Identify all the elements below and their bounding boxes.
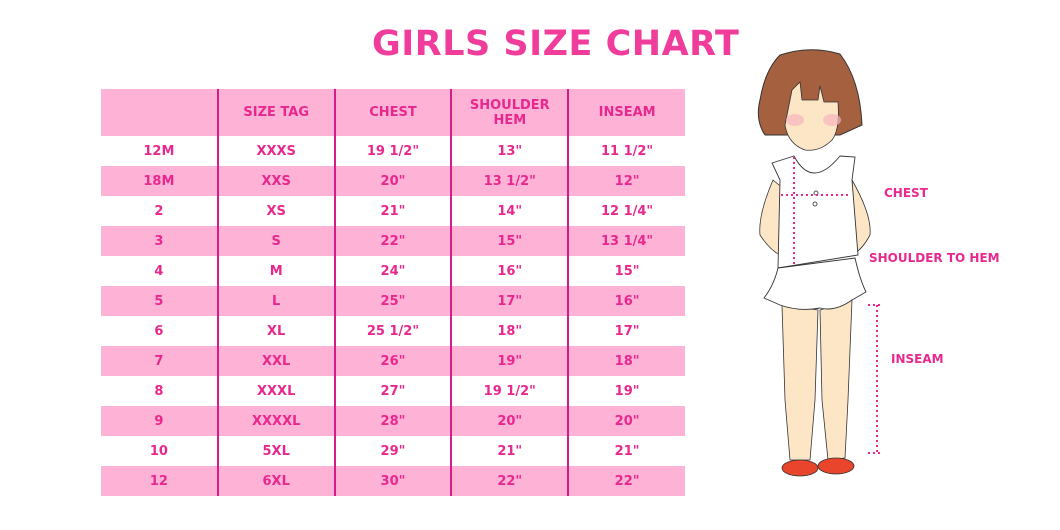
cell-inseam: 18" (567, 346, 685, 376)
shoulder-to-hem-label: SHOULDER TO HEM (869, 251, 1000, 265)
cell-chest: 22" (333, 226, 452, 256)
cell-chest: 20" (333, 166, 452, 196)
cell-shoulder-hem: 18" (450, 316, 569, 346)
cell-size: 12M (143, 143, 175, 159)
cell-size-tag: XXS (216, 166, 335, 196)
cell-size-tag: 6XL (216, 466, 335, 496)
cell-shoulder-hem: 16" (450, 256, 569, 286)
cell-size-tag: L (216, 286, 335, 316)
cell-size: 12 (101, 466, 218, 496)
chest-label: CHEST (884, 186, 928, 200)
table-row: 2 XS 21" 14" 12 1/4" (101, 196, 685, 226)
table-row: 3 S 22" 15" 13 1/4" (101, 226, 685, 256)
table-row: 8 XXXL 27" 19 1/2" 19" (101, 376, 685, 406)
cell-chest: 21" (333, 196, 452, 226)
cell-chest: 19 1/2" (333, 136, 452, 166)
cell-size-tag: S (216, 226, 335, 256)
table-row: 5 L 25" 17" 16" (101, 286, 685, 316)
cell-chest: 28" (333, 406, 452, 436)
cell-inseam: 22" (567, 466, 685, 496)
cell-size: 7 (101, 346, 218, 376)
cell-shoulder-hem: 20" (450, 406, 569, 436)
cell-inseam: 19" (567, 376, 685, 406)
cell-inseam: 11 1/2" (567, 136, 685, 166)
cell-size: 3 (101, 226, 218, 256)
cell-size-tag: XXXXL (216, 406, 335, 436)
cell-shoulder-hem: 17" (450, 286, 569, 316)
cell-shoulder-hem: 19 1/2" (450, 376, 569, 406)
cell-shoulder-hem: 19" (450, 346, 569, 376)
cell-size-tag: 5XL (216, 436, 335, 466)
table-row: 18M XXS 20" 13 1/2" 12" (101, 166, 685, 196)
page-title: GIRLS SIZE CHART (372, 24, 740, 64)
cell-size-tag: XL (216, 316, 335, 346)
cell-inseam: 21" (567, 436, 685, 466)
header-size (101, 89, 218, 136)
cell-inseam: 17" (567, 316, 685, 346)
cell-chest: 29" (333, 436, 452, 466)
header-chest: CHEST (333, 89, 452, 136)
header-size-tag: SIZE TAG (216, 89, 335, 136)
cell-shoulder-hem: 14" (450, 196, 569, 226)
cell-chest: 25 1/2" (333, 316, 452, 346)
header-shoulder-hem: SHOULDER HEM (450, 89, 569, 136)
cell-size: 9 (101, 406, 218, 436)
cell-shoulder-hem: 21" (450, 436, 569, 466)
cell-shoulder-hem: 13 1/2" (450, 166, 569, 196)
cell-chest: 27" (333, 376, 452, 406)
cell-inseam: 13 1/4" (567, 226, 685, 256)
table-row: 9 XXXXL 28" 20" 20" (101, 406, 685, 436)
cell-size: 10 (149, 443, 168, 459)
girl-illustration (740, 40, 1010, 504)
cell-inseam: 15" (567, 256, 685, 286)
inseam-label: INSEAM (891, 352, 944, 366)
cell-size: 2 (154, 203, 164, 219)
cell-chest: 30" (333, 466, 452, 496)
cell-inseam: 12 1/4" (567, 196, 685, 226)
cell-size: 8 (154, 383, 164, 399)
cell-chest: 25" (333, 286, 452, 316)
cell-inseam: 20" (567, 406, 685, 436)
cell-chest: 24" (333, 256, 452, 286)
cell-size-tag: XS (216, 196, 335, 226)
header-inseam: INSEAM (567, 89, 685, 136)
cell-size: 4 (154, 263, 164, 279)
cell-size-tag: XXXL (216, 376, 335, 406)
table-row: 7 XXL 26" 19" 18" (101, 346, 685, 376)
cell-shoulder-hem: 13" (450, 136, 569, 166)
cell-size-tag: M (216, 256, 335, 286)
cell-inseam: 16" (567, 286, 685, 316)
cell-size: 18M (101, 166, 218, 196)
table-row: 10 5XL 29" 21" 21" (101, 436, 685, 466)
cell-size: 5 (101, 286, 218, 316)
table-row: 6 XL 25 1/2" 18" 17" (101, 316, 685, 346)
cell-size: 6 (154, 323, 164, 339)
cell-chest: 26" (333, 346, 452, 376)
size-table: SIZE TAG CHEST SHOULDER HEM INSEAM 12M XX… (101, 89, 685, 496)
cell-size-tag: XXXS (216, 136, 335, 166)
cell-inseam: 12" (567, 166, 685, 196)
cell-shoulder-hem: 15" (450, 226, 569, 256)
cell-shoulder-hem: 22" (450, 466, 569, 496)
cell-size-tag: XXL (216, 346, 335, 376)
table-row: 12M XXXS 19 1/2" 13" 11 1/2" (101, 136, 685, 166)
table-row: 4 M 24" 16" 15" (101, 256, 685, 286)
table-header-row: SIZE TAG CHEST SHOULDER HEM INSEAM (101, 89, 685, 136)
table-row: 12 6XL 30" 22" 22" (101, 466, 685, 496)
